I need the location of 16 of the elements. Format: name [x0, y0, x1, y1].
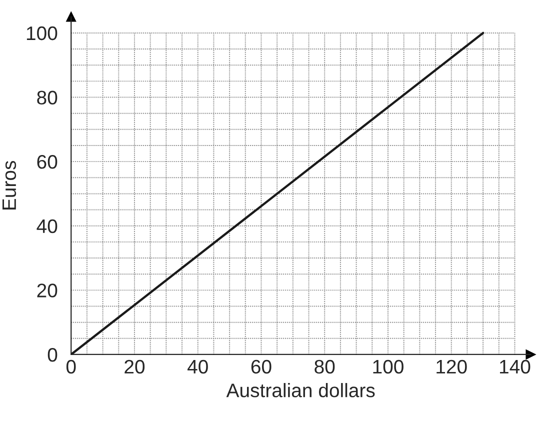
x-tick-label: 100	[373, 360, 404, 374]
y-axis-title: Euros	[2, 160, 16, 210]
x-axis-title: Australian dollars	[226, 383, 375, 398]
y-tick-label: 80	[37, 90, 58, 104]
x-tick-label: 0	[66, 360, 76, 374]
x-tick-label: 80	[314, 360, 335, 374]
y-tick-label: 40	[36, 219, 58, 234]
x-tick-label: 140	[500, 360, 530, 374]
y-tick-label: 0	[48, 348, 58, 362]
x-tick-label: 40	[187, 360, 208, 374]
y-tick-label: 20	[37, 284, 58, 298]
x-tick-label: 120	[436, 360, 467, 374]
x-tick-label: 20	[124, 360, 145, 374]
y-tick-label: 60	[37, 155, 58, 169]
y-tick-label: 100	[26, 26, 58, 40]
x-tick-label: 60	[251, 360, 272, 374]
